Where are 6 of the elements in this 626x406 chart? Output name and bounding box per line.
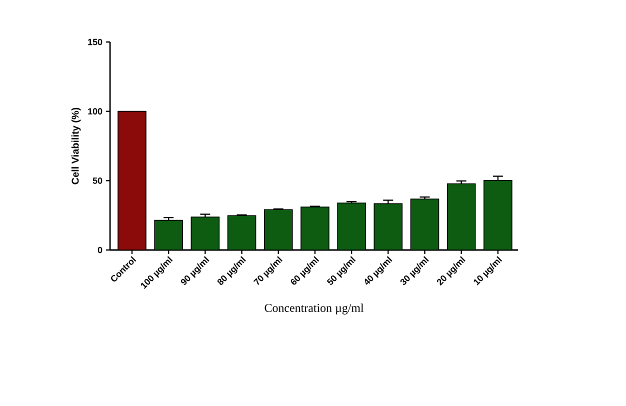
y-tick-label: 0 [98, 246, 102, 254]
y-tick-label: 100 [88, 108, 102, 115]
y-tick-label: 50 [92, 177, 102, 184]
y-tick-label: 150 [88, 38, 102, 46]
x-axis-title: Concentration µg/ml [264, 304, 364, 314]
y-axis-title: Cell Viability (%) [71, 108, 81, 184]
